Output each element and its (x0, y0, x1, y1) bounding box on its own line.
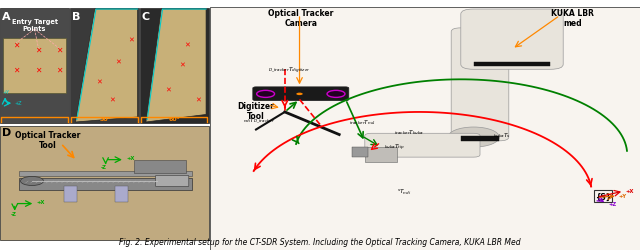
FancyBboxPatch shape (451, 29, 509, 141)
Text: ✕: ✕ (56, 66, 62, 74)
Text: Optical Tracker
Tool: Optical Tracker Tool (15, 130, 81, 150)
Circle shape (327, 91, 345, 98)
Polygon shape (76, 10, 138, 122)
FancyBboxPatch shape (253, 88, 349, 101)
Text: ✕: ✕ (128, 37, 134, 43)
Text: ✕: ✕ (165, 87, 172, 93)
Bar (210, 8, 640, 250)
Text: +X: +X (625, 188, 634, 193)
Bar (19, 179, 192, 190)
Bar (70, 9, 139, 124)
Bar (19, 171, 192, 176)
Text: Digitizer
Tool: Digitizer Tool (237, 101, 275, 120)
Text: ✕: ✕ (115, 60, 122, 66)
Text: $_{kuka}T_{tip}$: $_{kuka}T_{tip}$ (384, 142, 405, 153)
Bar (64, 186, 77, 202)
Bar (115, 186, 128, 202)
Text: ✕: ✕ (96, 80, 102, 86)
Text: Fig. 2. Experimental setup for the CT-SDR System. Including the Optical Tracking: Fig. 2. Experimental setup for the CT-SD… (119, 237, 521, 246)
Text: ✕: ✕ (13, 40, 19, 50)
Text: ✕: ✕ (35, 46, 42, 54)
Bar (474, 62, 550, 66)
Text: $_{D\_tracker}T_{digitizer}$: $_{D\_tracker}T_{digitizer}$ (268, 66, 310, 75)
Text: +Y: +Y (3, 90, 10, 95)
Text: B: B (72, 12, 80, 22)
Bar (0, 9, 69, 124)
FancyBboxPatch shape (365, 134, 480, 158)
Bar (3, 39, 66, 94)
Text: $_{ndi}T_{D\_tracker}$: $_{ndi}T_{D\_tracker}$ (243, 116, 275, 125)
Bar (461, 137, 499, 141)
Circle shape (20, 177, 44, 186)
Bar (365, 148, 397, 162)
Text: C: C (141, 12, 150, 22)
Bar (134, 160, 186, 174)
Text: +Z: +Z (608, 201, 616, 206)
Text: ✕: ✕ (184, 42, 191, 48)
Text: $^sT_{ndi}$: $^sT_{ndi}$ (397, 188, 411, 197)
Text: +Y: +Y (618, 194, 627, 198)
Bar (352, 148, 368, 158)
Text: 60°: 60° (169, 116, 180, 121)
Text: +Z: +Z (15, 100, 22, 105)
FancyBboxPatch shape (156, 176, 189, 187)
Text: -Z: -Z (10, 212, 16, 216)
Circle shape (257, 91, 275, 98)
Text: +X: +X (36, 199, 45, 204)
Text: ✕: ✕ (35, 66, 42, 74)
Text: 30°: 30° (100, 116, 111, 121)
Text: Optical Tracker
Camera: Optical Tracker Camera (268, 9, 333, 28)
Text: $_{tracker}T_{ndi}$: $_{tracker}T_{ndi}$ (349, 118, 376, 127)
Text: D: D (2, 128, 11, 138)
Bar (0, 126, 209, 240)
Text: $_{tracker}T_{kuka}$: $_{tracker}T_{kuka}$ (394, 128, 424, 137)
FancyBboxPatch shape (461, 10, 563, 70)
Text: -Z: -Z (100, 164, 106, 169)
Circle shape (296, 93, 303, 96)
Text: ✕: ✕ (195, 97, 202, 103)
Bar (140, 9, 209, 124)
Text: ✕: ✕ (13, 66, 19, 74)
Text: KUKA LBR
med: KUKA LBR med (552, 9, 594, 28)
Text: A: A (2, 12, 10, 22)
Text: +X: +X (126, 156, 134, 160)
Text: {S}: {S} (595, 192, 611, 201)
Polygon shape (146, 10, 206, 122)
Text: $_{kuka}T_s$: $_{kuka}T_s$ (493, 130, 511, 139)
Text: ✕: ✕ (179, 62, 186, 68)
Text: ✕: ✕ (56, 46, 62, 54)
Text: Entry Target
Points: Entry Target Points (12, 18, 58, 32)
Circle shape (448, 128, 499, 148)
Text: ✕: ✕ (109, 97, 115, 103)
